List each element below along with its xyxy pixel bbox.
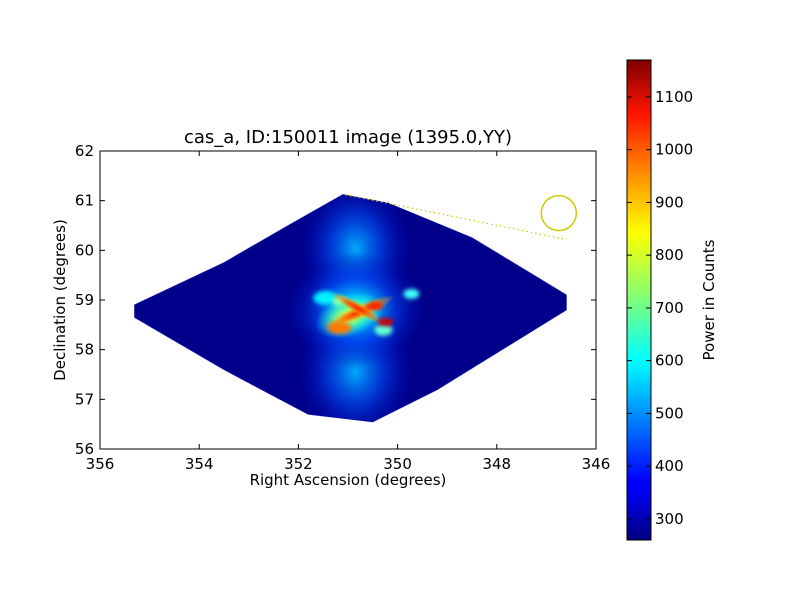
sky-image: [134, 194, 567, 423]
y-tick-label: 60: [75, 241, 94, 259]
dotted-line: [345, 194, 567, 240]
y-tick-label: 56: [75, 440, 94, 458]
x-axis: 356 354 352 350 348 346: [86, 151, 611, 473]
colorbar-tick-label: 900: [655, 193, 684, 211]
colorbar-tick-label: 600: [655, 352, 684, 370]
colorbar-tick-label: 800: [655, 246, 684, 264]
y-tick-label: 58: [75, 341, 94, 359]
x-tick-label: 354: [185, 455, 214, 473]
y-tick-label: 59: [75, 291, 94, 309]
x-axis-label: Right Ascension (degrees): [250, 471, 447, 489]
colorbar: [626, 59, 652, 541]
colorbar-tick-label: 1100: [655, 88, 693, 106]
colorbar-tick-label: 500: [655, 404, 684, 422]
y-tick-label: 61: [75, 192, 94, 210]
y-axis-label: Declination (degrees): [51, 219, 69, 381]
colorbar-tick-label: 400: [655, 457, 684, 475]
x-tick-label: 352: [284, 455, 313, 473]
colorbar-axis: 300 400 500 600 700 800 900 1000 1100: [627, 88, 693, 528]
y-tick-label: 57: [75, 390, 94, 408]
colorbar-tick-label: 700: [655, 299, 684, 317]
colorbar-tick-label: 300: [655, 510, 684, 528]
x-tick-label: 348: [482, 455, 511, 473]
y-axis: 56 57 58 59 60 61 62: [75, 142, 596, 458]
colorbar-label: Power in Counts: [700, 239, 718, 360]
colorbar-tick-label: 1000: [655, 141, 693, 159]
y-tick-label: 62: [75, 142, 94, 160]
x-tick-label: 350: [383, 455, 412, 473]
emission-region: [283, 194, 428, 422]
chart-title: cas_a, ID:150011 image (1395.0,YY): [184, 127, 512, 148]
x-tick-label: 346: [582, 455, 611, 473]
marker-circle: [540, 194, 578, 232]
x-tick-label: 356: [86, 455, 115, 473]
